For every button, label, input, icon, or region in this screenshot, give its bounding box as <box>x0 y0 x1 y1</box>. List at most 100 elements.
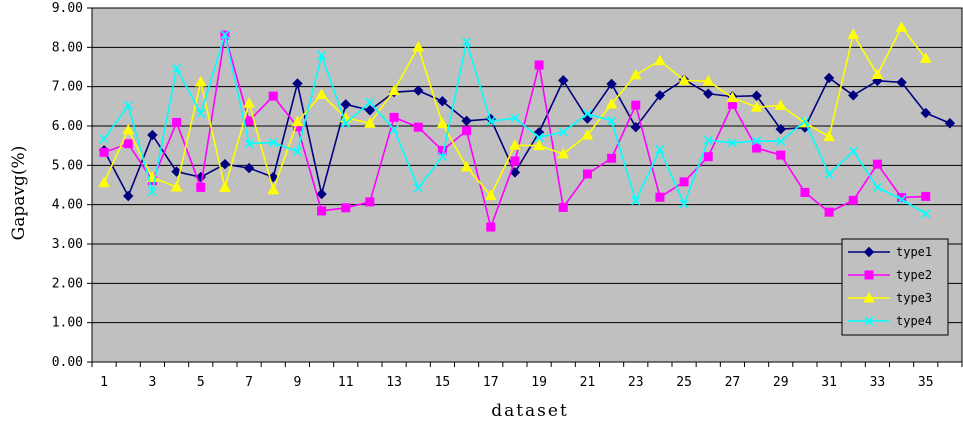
x-tick-label: 21 <box>580 375 596 390</box>
data-point <box>558 75 569 86</box>
data-point <box>123 139 133 149</box>
data-point <box>291 115 304 127</box>
y-tick-label: 5.00 <box>52 158 83 173</box>
data-point <box>170 180 183 192</box>
legend-label: type2 <box>896 268 932 282</box>
data-point <box>123 100 133 111</box>
x-tick-label: 33 <box>870 375 886 390</box>
data-point <box>316 188 327 200</box>
data-point <box>800 116 810 126</box>
data-point <box>244 139 254 149</box>
data-point <box>752 143 762 153</box>
data-point <box>750 101 763 112</box>
data-point <box>703 135 713 145</box>
data-point <box>292 147 302 157</box>
y-tick-label: 4.00 <box>52 198 83 213</box>
data-point <box>510 156 520 166</box>
legend-marker <box>863 291 875 303</box>
data-point <box>317 51 327 61</box>
data-point <box>872 159 882 169</box>
x-tick-label: 23 <box>628 375 644 390</box>
data-point <box>654 90 666 101</box>
legend-item: type1 <box>848 245 932 259</box>
data-point <box>824 169 834 179</box>
data-point <box>823 130 835 142</box>
data-point <box>605 97 618 109</box>
x-tick-label: 35 <box>918 375 934 390</box>
data-point <box>800 187 810 197</box>
x-tick-label: 5 <box>197 375 205 390</box>
y-tick-label: 7.00 <box>52 80 83 95</box>
y-tick-label: 9.00 <box>52 1 83 16</box>
data-point <box>703 152 713 162</box>
legend-item: type2 <box>848 268 932 282</box>
data-point <box>341 118 351 128</box>
x-tick-label: 1 <box>100 375 108 390</box>
x-tick-label: 25 <box>676 375 692 390</box>
data-point <box>896 77 907 88</box>
data-point <box>921 209 931 219</box>
data-point <box>824 207 834 217</box>
data-point <box>655 192 665 202</box>
data-point <box>847 28 860 39</box>
data-point <box>848 146 858 156</box>
data-point <box>123 190 134 202</box>
data-point <box>364 117 376 128</box>
data-point <box>486 116 496 126</box>
data-point <box>654 54 666 66</box>
data-point <box>484 189 497 201</box>
data-point <box>437 152 447 162</box>
legend-label: type3 <box>896 291 932 305</box>
y-tick-label: 0.00 <box>52 355 83 370</box>
data-point <box>389 112 399 122</box>
legend: type1 type2 type3 type4 <box>841 238 949 336</box>
data-point <box>920 107 931 119</box>
data-point <box>292 78 303 89</box>
x-tick-label: 27 <box>725 375 741 390</box>
data-point <box>558 202 568 212</box>
data-point <box>267 183 280 195</box>
data-point <box>122 123 135 135</box>
data-point <box>630 121 641 133</box>
data-point <box>413 85 424 96</box>
data-point <box>219 158 231 170</box>
data-point <box>196 182 206 192</box>
data-point <box>413 122 423 132</box>
data-point <box>921 191 931 201</box>
data-point <box>606 78 617 90</box>
data-point <box>848 90 859 101</box>
x-tick-label: 7 <box>245 375 253 390</box>
plot-background <box>91 7 963 363</box>
data-point <box>437 96 448 107</box>
data-point <box>99 147 109 157</box>
x-tick-label: 11 <box>338 375 354 390</box>
data-point <box>702 75 715 86</box>
data-point <box>727 138 737 148</box>
data-point <box>389 124 399 135</box>
data-point <box>919 52 932 63</box>
data-point <box>196 108 206 118</box>
data-point <box>194 75 207 87</box>
data-point <box>510 113 520 123</box>
data-point <box>460 160 473 172</box>
data-point <box>703 88 714 99</box>
data-point <box>317 206 327 216</box>
data-point <box>581 129 594 140</box>
data-point <box>752 136 762 146</box>
data-point <box>364 105 376 116</box>
data-point <box>776 150 786 160</box>
data-point <box>341 203 351 213</box>
data-point <box>365 97 375 107</box>
data-point <box>557 147 570 159</box>
legend-label: type1 <box>896 245 932 259</box>
x-tick-label: 19 <box>531 375 547 390</box>
data-point <box>679 177 689 187</box>
data-point <box>413 183 423 193</box>
data-point <box>340 99 351 110</box>
data-point <box>147 129 158 141</box>
data-point <box>871 68 884 79</box>
data-point <box>388 84 400 96</box>
y-axis-ticks: 0.00 1.00 2.00 3.00 4.00 5.00 6.00 7.00 8.00 9.00 <box>52 1 92 370</box>
data-point <box>534 132 544 142</box>
data-point <box>98 176 110 188</box>
